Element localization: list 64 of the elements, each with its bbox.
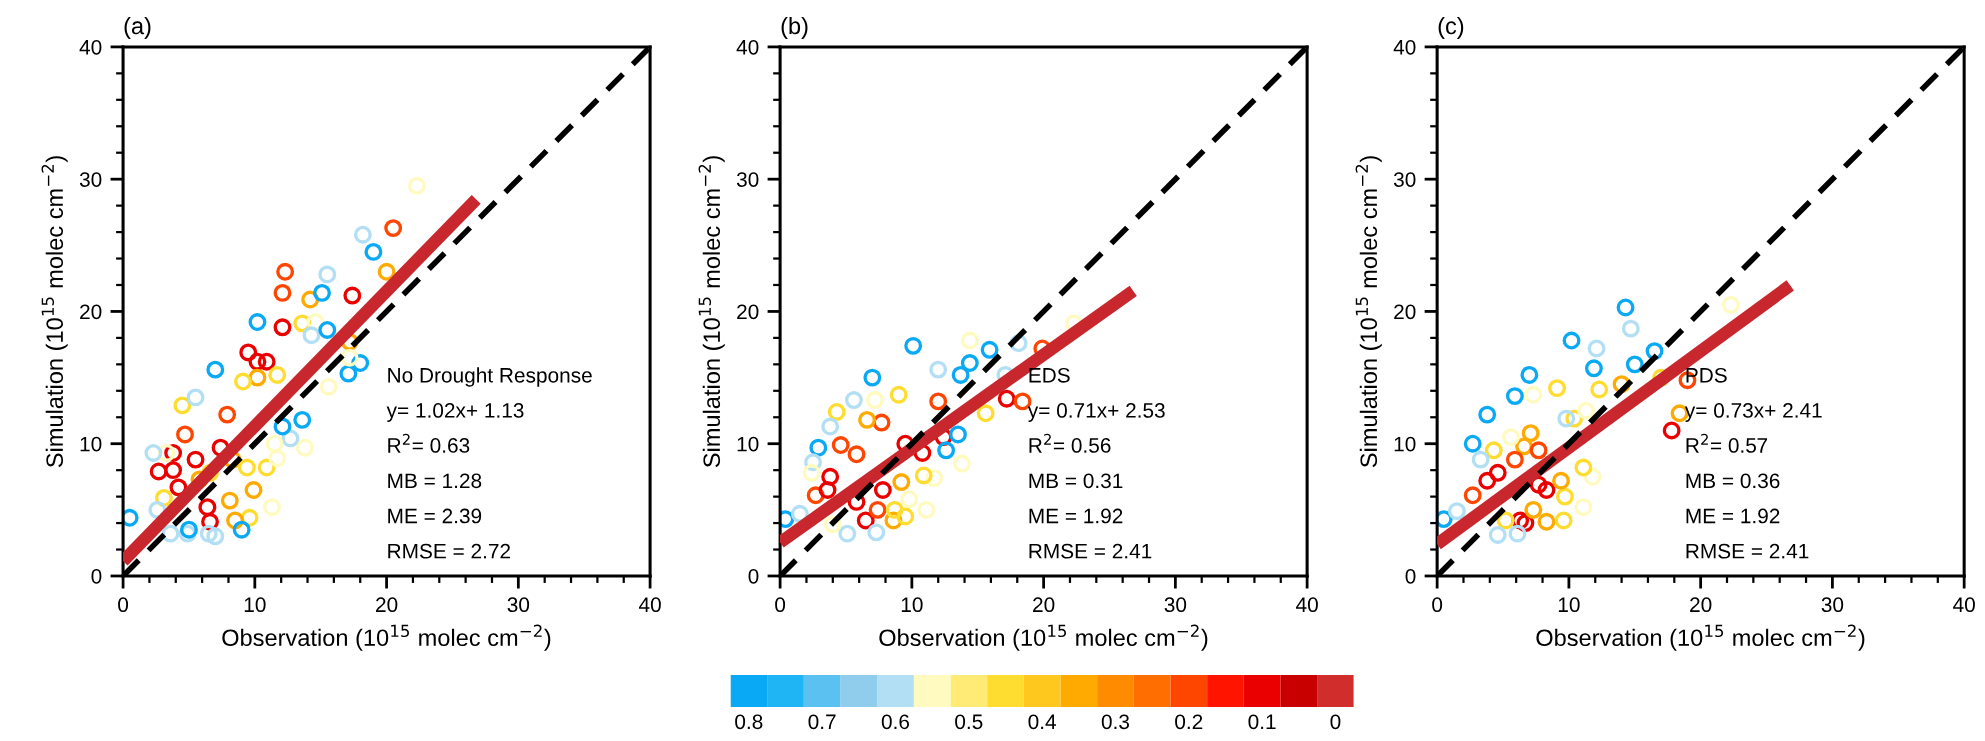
annotation: EDS [1029, 367, 1070, 383]
chart-title: (c) [1438, 16, 1464, 39]
color-bar-label: 0.8 [735, 714, 763, 730]
color-bar-label: 0.2 [1175, 714, 1203, 730]
x-axis-title: Observation (10$^{15}$ molec cm$^{−2}$) [1536, 624, 1865, 651]
annotation: RMSE = 2.41 [1029, 543, 1152, 559]
x-tick-label: 0 [1432, 597, 1443, 613]
color-bar-label: 0.4 [1028, 714, 1056, 730]
y-tick-label: 0 [748, 568, 759, 584]
x-tick-label: 40 [1953, 597, 1975, 613]
annotation: R$^{2}$= 0.56 [1029, 433, 1111, 453]
x-tick-label: 20 [1033, 597, 1055, 613]
y-tick-label: 20 [1394, 304, 1416, 320]
color-bar-label: 0.3 [1101, 714, 1130, 730]
x-tick-label: 20 [376, 597, 398, 613]
y-tick-label: 0 [91, 568, 102, 584]
x-axis-title: Observation (10$^{15}$ molec cm$^{−2}$) [879, 624, 1208, 651]
color-bar-label: 0 [1330, 714, 1341, 730]
y-tick-label: 30 [736, 172, 759, 187]
y-axis-title: Simulation (10$^{15}$ molec cm$^{−2}$) [1355, 156, 1382, 468]
y-tick-label: 10 [737, 436, 759, 452]
x-axis-title: Observation (10$^{15}$ molec cm$^{−2}$) [222, 624, 551, 651]
x-tick-label: 0 [775, 597, 786, 613]
x-tick-label: 10 [244, 597, 266, 613]
x-tick-label: 10 [1558, 597, 1580, 613]
color-bar-label: 0.5 [955, 714, 983, 730]
annotation: y= 1.02x+ 1.13 [386, 403, 524, 422]
color-bar-label: 0.1 [1248, 714, 1276, 730]
color-bar-label: 0.7 [808, 714, 836, 730]
x-tick-label: 40 [638, 597, 661, 613]
annotation: R$^{2}$= 0.63 [388, 433, 470, 453]
annotation: RMSE = 2.41 [1686, 543, 1809, 559]
annotation: R$^{2}$= 0.57 [1686, 433, 1768, 453]
y-tick-label: 30 [1393, 172, 1416, 187]
y-tick-label: 20 [80, 304, 102, 320]
y-tick-label: 10 [80, 436, 102, 452]
y-tick-label: 40 [736, 39, 759, 55]
y-tick-label: 30 [79, 172, 102, 187]
annotation: MB = 1.28 [388, 473, 482, 489]
y-axis-title: Simulation (10$^{15}$ molec cm$^{−2}$) [41, 156, 68, 468]
x-tick-label: 30 [1164, 597, 1187, 613]
y-tick-label: 40 [79, 39, 102, 55]
annotation: RMSE = 2.72 [388, 543, 511, 559]
x-tick-label: 0 [118, 597, 129, 613]
annotation: ME = 1.92 [1686, 508, 1780, 524]
x-tick-label: 10 [901, 597, 923, 613]
annotation: ME = 1.92 [1029, 508, 1123, 524]
chart-title: (a) [124, 16, 151, 39]
annotation: No Drought Response [388, 367, 592, 387]
annotation: y= 0.71x+ 2.53 [1027, 403, 1165, 422]
y-tick-label: 40 [1393, 39, 1416, 55]
color-bar-label: 0.6 [881, 714, 910, 730]
x-tick-label: 40 [1296, 597, 1318, 613]
y-axis-title: Simulation (10$^{15}$ molec cm$^{−2}$) [698, 156, 725, 468]
x-tick-label: 30 [507, 597, 530, 613]
chart-title: (b) [781, 16, 808, 39]
annotation: ME = 2.39 [388, 508, 482, 524]
x-tick-label: 20 [1690, 597, 1712, 613]
y-tick-label: 10 [1394, 436, 1416, 452]
y-tick-label: 0 [1405, 568, 1416, 584]
annotation: MB = 0.36 [1686, 473, 1780, 489]
y-tick-label: 20 [737, 304, 759, 320]
annotation: MB = 0.31 [1029, 473, 1123, 489]
x-tick-label: 30 [1821, 597, 1844, 613]
